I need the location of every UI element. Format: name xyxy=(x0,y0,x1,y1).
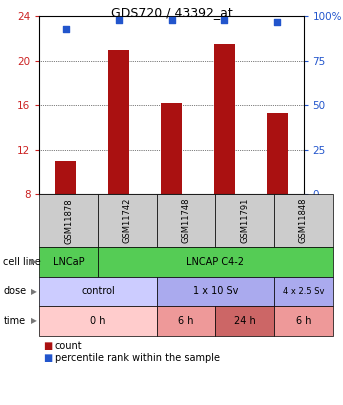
Bar xyxy=(267,113,288,194)
Point xyxy=(116,17,121,23)
Text: LNCAP C4-2: LNCAP C4-2 xyxy=(186,257,245,267)
Text: GSM11748: GSM11748 xyxy=(181,198,191,243)
Bar xyxy=(55,161,76,194)
Point xyxy=(63,26,69,32)
Bar xyxy=(161,103,182,194)
Text: GSM11878: GSM11878 xyxy=(64,198,73,243)
Text: time: time xyxy=(3,316,26,326)
Text: cell line: cell line xyxy=(3,257,41,267)
Text: GSM11848: GSM11848 xyxy=(299,198,308,243)
Text: ▶: ▶ xyxy=(31,287,37,296)
Text: 6 h: 6 h xyxy=(296,316,311,326)
Text: GSM11791: GSM11791 xyxy=(240,198,249,243)
Text: GDS720 / 43392_at: GDS720 / 43392_at xyxy=(111,6,232,19)
Text: 24 h: 24 h xyxy=(234,316,256,326)
Text: ■: ■ xyxy=(43,341,52,351)
Point xyxy=(222,17,227,23)
Text: ▶: ▶ xyxy=(31,316,37,326)
Text: GSM11742: GSM11742 xyxy=(123,198,132,243)
Text: percentile rank within the sample: percentile rank within the sample xyxy=(55,353,220,363)
Bar xyxy=(214,44,235,194)
Text: count: count xyxy=(55,341,83,351)
Text: ■: ■ xyxy=(43,353,52,363)
Text: dose: dose xyxy=(3,286,26,296)
Text: 1 x 10 Sv: 1 x 10 Sv xyxy=(193,286,238,296)
Point xyxy=(169,17,174,23)
Text: 0 h: 0 h xyxy=(90,316,106,326)
Text: ▶: ▶ xyxy=(31,257,37,266)
Text: control: control xyxy=(81,286,115,296)
Bar xyxy=(108,49,129,194)
Text: 6 h: 6 h xyxy=(178,316,194,326)
Text: LNCaP: LNCaP xyxy=(53,257,85,267)
Point xyxy=(274,18,280,25)
Text: 4 x 2.5 Sv: 4 x 2.5 Sv xyxy=(283,287,324,296)
